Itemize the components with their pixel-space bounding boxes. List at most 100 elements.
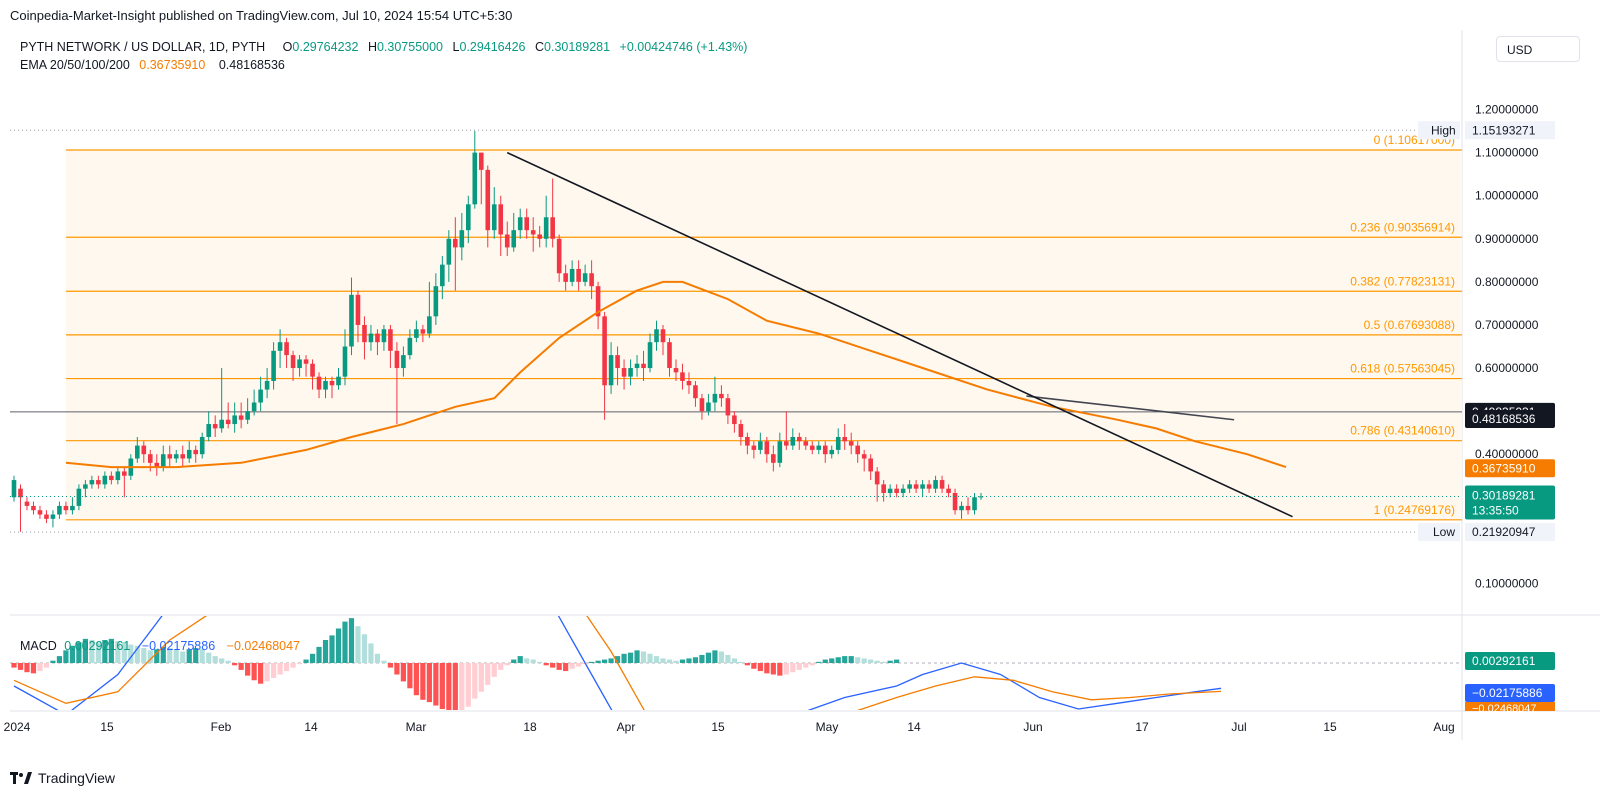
candle-body bbox=[582, 273, 588, 282]
macd-hist-bar bbox=[121, 642, 127, 663]
candle bbox=[427, 281, 432, 338]
candle bbox=[978, 492, 984, 500]
ema-label[interactable]: EMA 20/50/100/200 bbox=[20, 58, 130, 72]
candle-body bbox=[900, 488, 906, 493]
macd-hist-bar bbox=[614, 656, 621, 663]
macd-hist-bar bbox=[647, 653, 653, 663]
candle bbox=[537, 225, 542, 248]
candle-body bbox=[238, 415, 244, 420]
candle-body bbox=[965, 505, 971, 511]
candle-body bbox=[102, 475, 108, 485]
candle bbox=[667, 337, 672, 377]
macd-hist-bar bbox=[621, 653, 627, 663]
candle bbox=[608, 342, 614, 394]
ema50-tag: 0.36735910 bbox=[1472, 461, 1536, 475]
macd-hist-bar bbox=[524, 658, 530, 663]
macd-hist-bar bbox=[141, 648, 147, 663]
candle bbox=[647, 333, 653, 373]
candle bbox=[271, 342, 276, 390]
macd-hist-bar bbox=[770, 663, 776, 675]
macd-hist-bar bbox=[868, 659, 874, 663]
candle-body bbox=[790, 436, 796, 446]
low-value-bg bbox=[1465, 523, 1555, 542]
macd-hist-bar bbox=[744, 663, 750, 666]
candle-body bbox=[946, 488, 951, 493]
open-label: O bbox=[282, 40, 293, 54]
candle bbox=[342, 329, 348, 386]
macd-hist-bar bbox=[725, 654, 731, 663]
candle-body bbox=[11, 480, 17, 498]
candle bbox=[764, 436, 770, 463]
candle bbox=[894, 484, 899, 498]
candle-body bbox=[342, 346, 348, 377]
macd-hist-bar bbox=[296, 663, 303, 665]
candle bbox=[238, 402, 244, 429]
macd-hist-bar bbox=[601, 659, 608, 663]
candle bbox=[641, 350, 646, 381]
macd-hist-bar bbox=[322, 640, 329, 663]
macd-hist-bar bbox=[894, 659, 900, 663]
macd-hist-bar bbox=[816, 661, 822, 663]
macd-hist-bar bbox=[861, 658, 867, 663]
candle bbox=[809, 441, 815, 455]
candle-body bbox=[829, 449, 835, 455]
candle-body bbox=[180, 454, 186, 459]
candle-body bbox=[316, 376, 322, 390]
candle-body bbox=[193, 449, 199, 455]
candle-body bbox=[466, 204, 471, 231]
macd-label[interactable]: MACD bbox=[20, 639, 57, 653]
candle-body bbox=[420, 329, 426, 334]
candle-body bbox=[887, 488, 893, 493]
candle-body bbox=[232, 415, 237, 425]
candle-body bbox=[686, 380, 692, 386]
currency-button[interactable]: USD bbox=[1496, 36, 1580, 62]
macd-hist-bar bbox=[160, 646, 166, 663]
candle bbox=[569, 260, 575, 287]
y-tick-label: 1.00000000 bbox=[1475, 189, 1539, 203]
candle bbox=[712, 376, 718, 412]
candle bbox=[284, 337, 289, 369]
candle-body bbox=[323, 380, 328, 390]
candle bbox=[719, 385, 724, 407]
candle-body bbox=[122, 471, 127, 476]
candle-body bbox=[952, 492, 958, 511]
macd-hist-bar bbox=[24, 663, 30, 673]
candle bbox=[329, 376, 335, 399]
candle-body bbox=[641, 363, 646, 369]
macd-legend: MACD 0.00292161 −0.02175886 −0.02468047 bbox=[20, 639, 300, 653]
price-chart[interactable]: 0 (1.10617000)0.236 (0.90356914)0.382 (0… bbox=[0, 0, 1600, 760]
candle bbox=[556, 234, 562, 282]
macd-hist-bar bbox=[660, 658, 666, 663]
candle bbox=[965, 497, 971, 515]
macd-hist-bar bbox=[485, 663, 491, 685]
candle-body bbox=[135, 445, 140, 459]
candle-body bbox=[24, 501, 30, 506]
candle-body bbox=[271, 350, 276, 381]
candle bbox=[323, 376, 328, 399]
candle-body bbox=[440, 264, 445, 287]
candle bbox=[582, 264, 588, 287]
candle-body bbox=[414, 329, 419, 338]
macd-hist-bar bbox=[361, 634, 368, 663]
candle-body bbox=[96, 480, 101, 485]
y-tick-label: 0.90000000 bbox=[1475, 232, 1539, 246]
candle bbox=[70, 497, 75, 515]
candle bbox=[258, 376, 263, 412]
macd-hist-bar bbox=[89, 640, 95, 663]
macd-hist-bar bbox=[219, 658, 225, 663]
candle bbox=[543, 195, 549, 248]
candle-body bbox=[329, 380, 335, 386]
symbol-title[interactable]: PYTH NETWORK / US DOLLAR, 1D, PYTH bbox=[20, 40, 266, 54]
candle bbox=[355, 290, 361, 343]
ema50-tag-bg bbox=[1465, 459, 1555, 478]
candle-body bbox=[504, 234, 510, 248]
candle bbox=[459, 212, 465, 261]
candle bbox=[141, 441, 147, 463]
macd-signal-tag-bg bbox=[1465, 702, 1555, 711]
candle-body bbox=[57, 505, 62, 515]
countdown-tag: 13:35:50 bbox=[1472, 503, 1519, 517]
candle-body bbox=[706, 402, 711, 412]
high-value-bg bbox=[1465, 121, 1555, 140]
tradingview-brand[interactable]: TradingView bbox=[10, 770, 115, 786]
macd-hist-bar bbox=[511, 659, 517, 663]
